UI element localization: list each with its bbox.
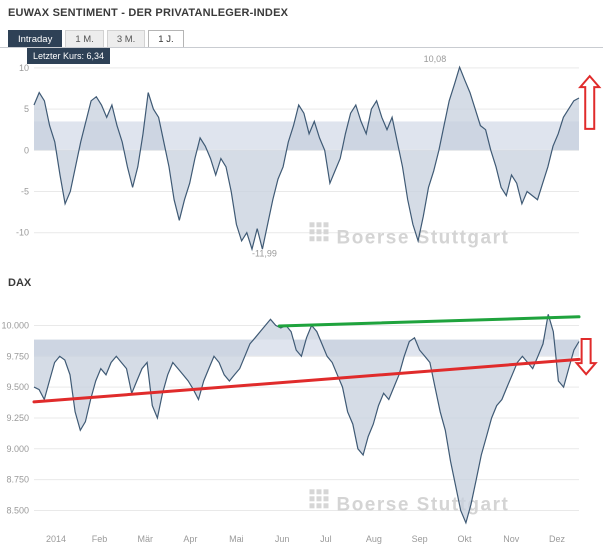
y-tick-label: 8.500: [6, 505, 29, 515]
y-tick-label: -10: [16, 228, 29, 238]
x-tick-label: Jun: [275, 534, 290, 544]
watermark-logo-icon: [323, 503, 329, 509]
price-line: [33, 65, 580, 252]
dax-section-label: DAX: [8, 277, 32, 289]
x-tick-label: Jul: [320, 534, 332, 544]
watermark-logo-icon: [323, 496, 329, 502]
watermark-logo-icon: [323, 489, 329, 495]
watermark-logo-icon: [309, 496, 315, 502]
y-tick-label: 10: [19, 63, 29, 73]
watermark-logo-icon: [316, 496, 322, 502]
y-tick-label: 9.250: [6, 413, 29, 423]
watermark-logo-icon: [316, 503, 322, 509]
watermark-logo-icon: [323, 236, 329, 242]
x-tick-label: Mai: [229, 534, 244, 544]
x-tick-label: 2014: [46, 534, 66, 544]
value-annotation: 10,08: [424, 54, 447, 64]
x-tick-label: Okt: [457, 534, 472, 544]
watermark-logo-icon: [309, 489, 315, 495]
sentiment-chart[interactable]: 10 5 0 -5 -10 Boerse Stuttgart 10,08 -11,99: [0, 52, 603, 270]
period-tabbar: Intraday 1 M. 3 M. 1 J.: [0, 30, 603, 48]
watermark-logo-icon: [323, 222, 329, 228]
tab-intraday[interactable]: Intraday: [8, 30, 63, 47]
watermark-logo-icon: [309, 236, 315, 242]
watermark-logo-icon: [316, 489, 322, 495]
y-tick-label: 0: [24, 145, 29, 155]
trend-arrow-up-icon: [578, 74, 602, 130]
watermark-text: Boerse Stuttgart: [336, 494, 509, 515]
watermark-text: Boerse Stuttgart: [336, 227, 509, 248]
price-line: [33, 314, 580, 525]
last-price-tooltip: Letzter Kurs: 6,34: [27, 48, 111, 64]
trend-line: [277, 315, 581, 328]
watermark-logo-icon: [323, 229, 329, 235]
watermark-logo-icon: [316, 222, 322, 228]
x-tick-label: Mär: [138, 534, 154, 544]
tab-1-month[interactable]: 1 M.: [65, 30, 104, 47]
watermark-logo-icon: [309, 503, 315, 509]
y-tick-label: 10.000: [1, 320, 29, 330]
y-tick-label: -5: [21, 186, 29, 196]
y-tick-label: 9.000: [6, 444, 29, 454]
x-tick-label: Apr: [183, 534, 197, 544]
y-tick-label: 5: [24, 104, 29, 114]
x-tick-label: Dez: [549, 534, 566, 544]
watermark-logo-icon: [316, 236, 322, 242]
area-fill: [34, 314, 579, 523]
x-tick-label: Feb: [92, 534, 108, 544]
x-tick-label: Aug: [366, 534, 382, 544]
tab-3-months[interactable]: 3 M.: [106, 30, 146, 47]
watermark-logo-icon: [309, 229, 315, 235]
page-title: EUWAX SENTIMENT - DER PRIVATANLEGER-INDE…: [8, 7, 289, 19]
trend-line: [32, 357, 581, 404]
area-fill: [34, 67, 579, 250]
watermark-logo-icon: [309, 222, 315, 228]
dax-chart[interactable]: 10.000 9.750 9.500 9.250 9.000 8.750 8.500 Boer…: [0, 296, 603, 547]
x-tick-label: Nov: [503, 534, 520, 544]
watermark-logo-icon: [316, 229, 322, 235]
y-tick-label: 9.750: [6, 351, 29, 361]
y-tick-label: 9.500: [6, 382, 29, 392]
y-tick-label: 8.750: [6, 475, 29, 485]
tab-1-year[interactable]: 1 J.: [148, 30, 184, 47]
value-annotation: -11,99: [252, 249, 277, 259]
x-tick-label: Sep: [412, 534, 428, 544]
trend-arrow-down-icon: [574, 338, 598, 376]
